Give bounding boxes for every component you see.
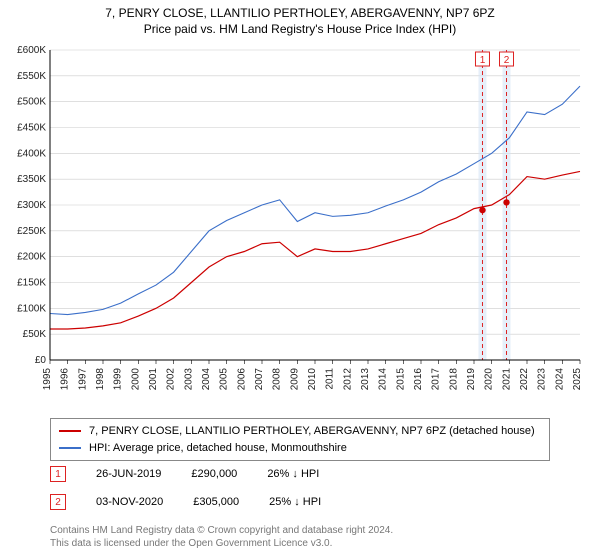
svg-text:£50K: £50K xyxy=(23,329,47,340)
svg-text:2008: 2008 xyxy=(272,367,283,390)
transaction-date-2: 03-NOV-2020 xyxy=(96,496,163,508)
svg-text:2005: 2005 xyxy=(219,367,230,390)
svg-text:2015: 2015 xyxy=(395,367,406,390)
svg-text:2006: 2006 xyxy=(236,367,247,390)
svg-text:£150K: £150K xyxy=(17,277,46,288)
svg-text:£450K: £450K xyxy=(17,122,46,133)
svg-text:£100K: £100K xyxy=(17,303,46,314)
svg-text:1998: 1998 xyxy=(95,367,106,390)
svg-text:£0: £0 xyxy=(35,355,47,366)
footer-text: Contains HM Land Registry data © Crown c… xyxy=(50,524,393,550)
chart-title-line1: 7, PENRY CLOSE, LLANTILIO PERTHOLEY, ABE… xyxy=(0,0,600,22)
svg-text:£400K: £400K xyxy=(17,148,46,159)
svg-text:2020: 2020 xyxy=(484,367,495,390)
svg-text:£550K: £550K xyxy=(17,70,46,81)
legend-swatch-2 xyxy=(59,447,81,449)
svg-text:2002: 2002 xyxy=(166,367,177,390)
svg-text:£200K: £200K xyxy=(17,251,46,262)
line-chart-svg: £0 £50K £100K £150K £200K £250K £300K £350K £400… xyxy=(0,40,600,410)
chart-area: £0 £50K £100K £150K £200K £250K £300K £350K £400… xyxy=(0,40,600,410)
svg-text:2025: 2025 xyxy=(572,367,583,390)
svg-text:£300K: £300K xyxy=(17,200,46,211)
svg-text:1: 1 xyxy=(480,55,486,66)
svg-text:£500K: £500K xyxy=(17,96,46,107)
marker-box-2: 2 xyxy=(50,494,66,510)
svg-text:2012: 2012 xyxy=(342,367,353,390)
svg-text:2001: 2001 xyxy=(148,367,159,390)
svg-text:2003: 2003 xyxy=(183,367,194,390)
svg-text:2021: 2021 xyxy=(501,367,512,390)
svg-text:£250K: £250K xyxy=(17,225,46,236)
legend-row-2: HPI: Average price, detached house, Monm… xyxy=(59,440,541,457)
svg-text:2017: 2017 xyxy=(431,367,442,390)
legend-box: 7, PENRY CLOSE, LLANTILIO PERTHOLEY, ABE… xyxy=(50,418,550,461)
transaction-row-1: 1 26-JUN-2019 £290,000 26% ↓ HPI xyxy=(50,466,319,482)
svg-text:2000: 2000 xyxy=(130,367,141,390)
svg-text:1997: 1997 xyxy=(77,367,88,390)
svg-text:£600K: £600K xyxy=(17,45,46,56)
marker-box-1: 1 xyxy=(50,466,66,482)
transaction-delta-1: 26% ↓ HPI xyxy=(267,468,319,480)
transaction-price-2: £305,000 xyxy=(193,496,239,508)
svg-text:1996: 1996 xyxy=(60,367,71,390)
chart-title-line2: Price paid vs. HM Land Registry's House … xyxy=(0,22,600,40)
svg-text:2004: 2004 xyxy=(201,367,212,390)
svg-text:2016: 2016 xyxy=(413,367,424,390)
transaction-date-1: 26-JUN-2019 xyxy=(96,468,161,480)
legend-label-2: HPI: Average price, detached house, Monm… xyxy=(89,440,347,457)
svg-text:2019: 2019 xyxy=(466,367,477,390)
footer-line-1: Contains HM Land Registry data © Crown c… xyxy=(50,524,393,537)
legend-row-1: 7, PENRY CLOSE, LLANTILIO PERTHOLEY, ABE… xyxy=(59,423,541,440)
transaction-price-1: £290,000 xyxy=(191,468,237,480)
footer-line-2: This data is licensed under the Open Gov… xyxy=(50,537,393,550)
svg-text:2024: 2024 xyxy=(554,367,565,390)
legend-label-1: 7, PENRY CLOSE, LLANTILIO PERTHOLEY, ABE… xyxy=(89,423,535,440)
svg-text:1999: 1999 xyxy=(113,367,124,390)
svg-text:2022: 2022 xyxy=(519,367,530,390)
svg-text:£350K: £350K xyxy=(17,174,46,185)
svg-text:2: 2 xyxy=(504,55,510,66)
svg-text:2010: 2010 xyxy=(307,367,318,390)
transaction-row-2: 2 03-NOV-2020 £305,000 25% ↓ HPI xyxy=(50,494,321,510)
svg-text:2023: 2023 xyxy=(537,367,548,390)
transaction-delta-2: 25% ↓ HPI xyxy=(269,496,321,508)
svg-text:1995: 1995 xyxy=(42,367,53,390)
svg-text:2018: 2018 xyxy=(448,367,459,390)
legend-swatch-1 xyxy=(59,430,81,432)
svg-text:2013: 2013 xyxy=(360,367,371,390)
svg-text:2014: 2014 xyxy=(378,367,389,390)
svg-text:2011: 2011 xyxy=(325,367,336,389)
svg-text:2009: 2009 xyxy=(289,367,300,390)
svg-text:2007: 2007 xyxy=(254,367,265,390)
